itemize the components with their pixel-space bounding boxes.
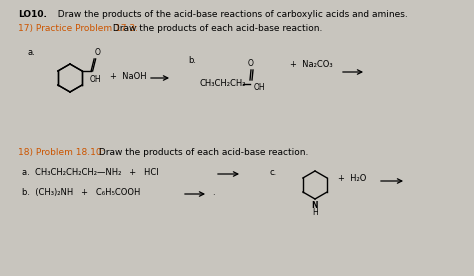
Text: +  Na₂CO₃: + Na₂CO₃ (290, 60, 333, 69)
Text: b.: b. (188, 56, 196, 65)
Text: Draw the products of each acid-base reaction.: Draw the products of each acid-base reac… (96, 148, 309, 157)
Text: a.: a. (28, 48, 36, 57)
Text: O: O (95, 48, 101, 57)
Text: OH: OH (254, 83, 265, 92)
Text: Draw the products of the acid-base reactions of carboxylic acids and amines.: Draw the products of the acid-base react… (52, 10, 408, 19)
Text: CH₃CH₂CH₂: CH₃CH₂CH₂ (200, 79, 246, 89)
Text: a.  CH₃CH₂CH₂CH₂—NH₂   +   HCl: a. CH₃CH₂CH₂CH₂—NH₂ + HCl (22, 168, 159, 177)
Text: +  H₂O: + H₂O (338, 174, 366, 183)
Text: +  NaOH: + NaOH (110, 72, 146, 81)
Text: Draw the products of each acid-base reaction.: Draw the products of each acid-base reac… (110, 24, 322, 33)
Text: b.  (CH₃)₂NH   +   C₆H₅COOH: b. (CH₃)₂NH + C₆H₅COOH (22, 188, 140, 197)
Text: H: H (312, 208, 318, 217)
Text: N: N (312, 201, 318, 210)
Text: c.: c. (270, 168, 277, 177)
Text: LO10.: LO10. (18, 10, 47, 19)
Text: 17) Practice Problem 17.3:: 17) Practice Problem 17.3: (18, 24, 138, 33)
Text: O: O (248, 59, 254, 68)
Text: .: . (212, 188, 215, 197)
Text: 18) Problem 18.10:: 18) Problem 18.10: (18, 148, 104, 157)
Text: OH: OH (90, 75, 102, 84)
